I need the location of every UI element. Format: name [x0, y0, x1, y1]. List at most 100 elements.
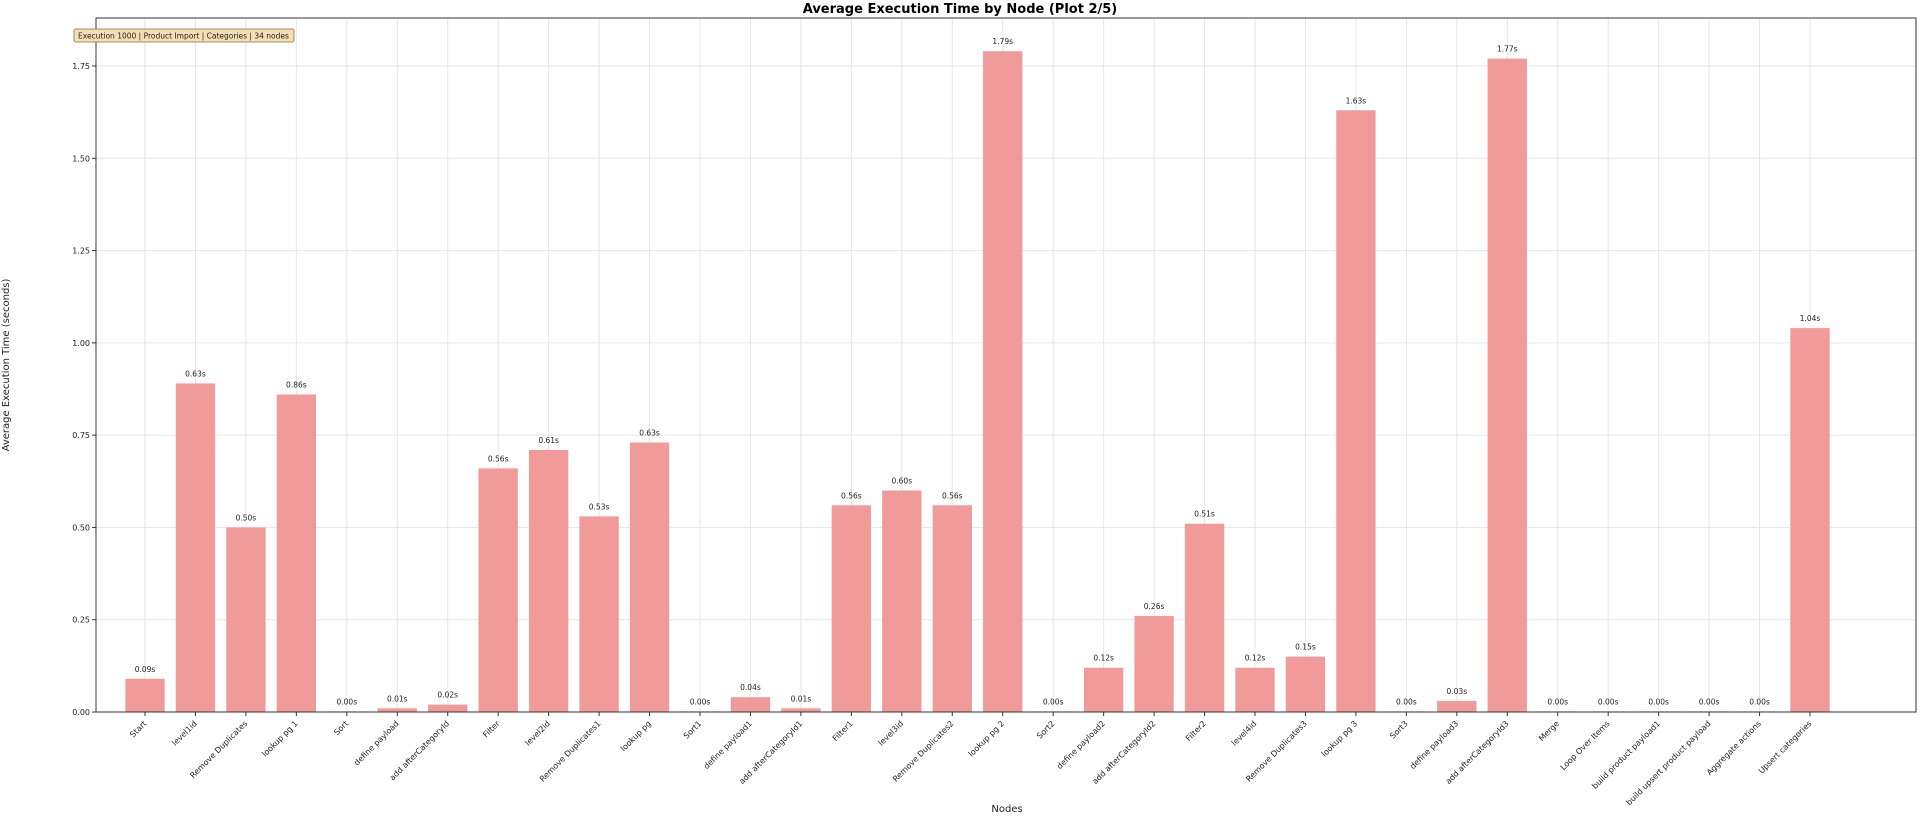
bar-value-label: 0.00s [1547, 697, 1568, 706]
x-tick-label: lookup pg 3 [1320, 719, 1360, 759]
bar [579, 516, 619, 712]
bar-value-label: 0.63s [639, 429, 660, 438]
bar-value-label: 0.00s [1598, 697, 1619, 706]
bar-value-label: 0.56s [841, 491, 862, 500]
y-tick-label: 1.00 [72, 339, 90, 348]
x-tick-label: level4id [1230, 719, 1259, 748]
x-tick-label: Filter2 [1184, 719, 1208, 743]
bar-value-label: 0.00s [1648, 697, 1669, 706]
x-tick-label: lookup pg [619, 719, 653, 753]
y-tick-label: 1.75 [72, 62, 90, 71]
y-tick-label: 0.00 [72, 708, 90, 717]
x-tick-label: define payload2 [1055, 719, 1107, 771]
x-tick-label: Remove Duplicates [188, 719, 249, 780]
bar [1487, 58, 1527, 712]
bar [528, 449, 569, 712]
bar-value-label: 0.12s [1093, 654, 1114, 663]
x-tick-label: Sort [332, 719, 350, 737]
y-tick-label: 0.25 [72, 616, 90, 625]
y-tick-label: 0.50 [72, 523, 90, 532]
bar [478, 468, 518, 712]
x-tick-label: Filter [481, 719, 502, 740]
bar-value-label: 0.01s [387, 694, 408, 703]
y-axis-ticks: 0.00 0.25 0.50 0.75 1.00 1.25 1.50 1.75 [72, 62, 96, 717]
bar-value-label: 0.00s [690, 697, 711, 706]
x-tick-label: Merge [1537, 719, 1561, 743]
annotation-text: Execution 1000 | Product Import | Catego… [78, 32, 289, 41]
bar [1790, 328, 1830, 712]
bar [882, 490, 922, 712]
bar [125, 678, 165, 712]
x-tick-label: level3id [877, 719, 906, 748]
x-tick-label: define payload [352, 719, 400, 767]
x-tick-label: lookup pg 1 [260, 719, 300, 759]
bar-value-label: 1.04s [1800, 314, 1821, 323]
bar [730, 697, 771, 712]
bar [1184, 523, 1225, 712]
bar-value-label: 0.15s [1295, 643, 1316, 652]
x-tick-label: lookup pg 2 [967, 719, 1007, 759]
plot-area-frame [95, 17, 1917, 713]
x-tick-label: Sort2 [1035, 719, 1057, 741]
x-tick-label: level1id [170, 719, 199, 748]
x-tick-label: Sort3 [1388, 719, 1410, 741]
bar-value-label: 0.09s [135, 665, 156, 674]
chart-title: Average Execution Time by Node (Plot 2/5… [803, 2, 1118, 17]
bars [125, 51, 1830, 713]
bar [932, 505, 972, 712]
bar-value-label: 0.26s [1144, 602, 1165, 611]
bar [1083, 667, 1124, 712]
bar-value-label: 0.00s [1699, 697, 1720, 706]
bar [226, 527, 266, 712]
bar [377, 708, 417, 712]
bar-value-label: 0.50s [236, 513, 257, 522]
x-tick-label: Upsert categories [1757, 719, 1814, 776]
bar-value-label: 1.63s [1346, 96, 1367, 105]
bar-value-label: 0.04s [740, 683, 761, 692]
bar-value-label: 0.00s [1396, 697, 1417, 706]
bar-value-label: 0.03s [1447, 687, 1468, 696]
x-tick-label: build upsert product payload [1624, 719, 1712, 807]
bar [1437, 700, 1477, 712]
x-tick-label: Sort1 [682, 719, 704, 741]
bar-value-label: 0.00s [337, 697, 358, 706]
x-tick-label: define payload1 [702, 719, 754, 771]
bar-value-label: 0.61s [538, 436, 559, 445]
bar-value-label: 0.00s [1749, 697, 1770, 706]
bar [1336, 110, 1376, 712]
bar [629, 442, 670, 712]
bar-value-label: 0.56s [488, 454, 509, 463]
bar-value-label: 0.12s [1245, 654, 1266, 663]
bar-value-label: 0.51s [1194, 510, 1215, 519]
bar-value-label: 0.60s [892, 477, 913, 486]
bar [831, 505, 872, 712]
bar [781, 708, 821, 712]
x-tick-label: Aggregate actions [1705, 719, 1763, 777]
annotation-box: Execution 1000 | Product Import | Catego… [73, 28, 295, 43]
x-tick-label: Loop Over Items [1559, 719, 1612, 772]
annotation-background [73, 28, 295, 43]
bar-value-label: 1.79s [992, 37, 1013, 46]
bar-value-label: 0.00s [1043, 697, 1064, 706]
value-labels: 0.09s 0.63s 0.50s 0.86s 0.00s 0.01s 0.02s 0.56s… [135, 37, 1821, 706]
bar-value-label: 0.02s [437, 691, 458, 700]
bar [983, 51, 1023, 713]
bar [1134, 616, 1174, 712]
y-tick-label: 1.25 [72, 247, 90, 256]
y-axis-label: Average Execution Time (seconds) [1, 278, 12, 451]
x-tick-label: Filter1 [831, 719, 855, 743]
bar [175, 383, 216, 712]
bar [276, 394, 317, 712]
x-tick-label: define payload3 [1408, 719, 1460, 771]
bar [1285, 656, 1326, 712]
bar-value-label: 1.77s [1497, 45, 1518, 54]
bar-value-label: 0.53s [589, 502, 610, 511]
y-tick-label: 0.75 [72, 431, 90, 440]
y-tick-label: 1.50 [72, 154, 90, 163]
bar [1235, 667, 1275, 712]
bar-value-label: 0.63s [185, 369, 206, 378]
bar [428, 704, 468, 712]
